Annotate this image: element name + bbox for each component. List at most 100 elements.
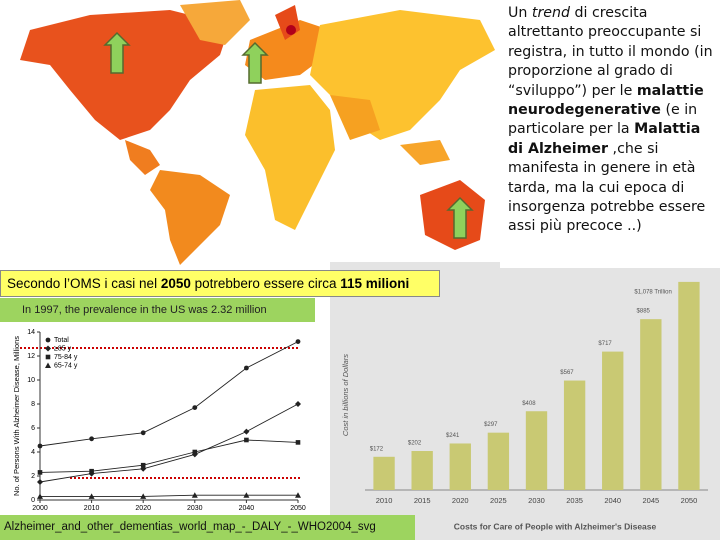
central-america [125,140,160,175]
indonesia [400,140,450,165]
y-tick-label: 12 [27,353,35,360]
point [244,437,249,443]
bar [640,319,662,490]
point [140,430,146,436]
australia [420,180,485,250]
bar [525,411,548,490]
text-segment: 115 milioni [340,276,410,291]
world-map [0,0,500,270]
y-tick-label: 4 [31,449,35,456]
x-tick-label: 2035 [566,496,583,505]
x-tick-label: 2015 [414,496,431,505]
point [89,436,94,442]
point [192,405,198,410]
series-line [39,439,299,473]
x-tick-label: 2030 [187,505,203,512]
europe [245,20,330,80]
series-line [39,341,299,447]
legend-marker [45,337,51,343]
x-tick-label: 2040 [604,496,621,505]
legend-label: ≥85 y [54,345,72,352]
point [191,492,198,498]
y-tick-label: 6 [31,425,35,432]
x-tick-label: 2020 [452,496,469,505]
us-banner: In 1997, the prevalence in the US was 2.… [0,298,315,322]
y-tick-label: 8 [31,401,35,408]
y-tick-label: 10 [27,377,35,384]
point [243,492,250,498]
x-tick-label: 2025 [490,496,507,505]
point [89,468,94,474]
bar [487,432,510,490]
text-segment: ,che si manifesta in genere in età tarda… [508,140,706,235]
point [37,493,43,499]
point [243,428,250,435]
x-tick-label: 2045 [642,496,659,505]
y-axis-label: Cost in billions of Dollars [341,354,350,436]
north-america [20,10,230,140]
text-segment: trend [531,5,571,21]
value-label: $885 [637,309,651,315]
india [330,95,380,140]
legend-marker [45,354,51,360]
arrow [241,41,269,84]
value-label: $297 [484,422,498,428]
bar [449,443,471,490]
x-tick-label: 2010 [84,505,100,512]
legend-label: Total [54,337,69,344]
text-segment: potrebbero essere circa [190,276,341,291]
y-tick-label: 0 [31,497,35,504]
chart-title: Costs for Care of People with Alzheimer'… [454,521,657,531]
series-line [40,494,298,497]
value-label: $172 [370,446,384,452]
y-tick-label: 2 [31,473,35,480]
y-tick-label: 14 [27,329,35,336]
greenland [180,0,250,45]
value-label: $408 [522,401,536,407]
y-axis-label: No. of Persons With Alzheimer Disease, M… [12,336,21,496]
point [295,492,301,498]
x-tick-label: 2050 [290,505,306,512]
x-tick-label: 2040 [239,505,255,512]
text-box: Un trend di crescita altrettanto preoccu… [500,0,720,268]
text-segment: (e in particolare per la [508,102,698,138]
x-tick-label: 2030 [528,496,545,505]
point [295,440,301,445]
text-segment: Secondo l’OMS i casi nel [7,276,161,291]
point [37,470,43,475]
bar [373,456,395,490]
point [192,449,198,455]
legend-label: 65-74 y [54,362,78,369]
legend-marker [45,362,51,368]
value-label: $567 [560,370,574,376]
south-america [150,170,230,265]
point [244,365,249,371]
bar [563,380,586,490]
who-banner: Secondo l’OMS i casi nel 2050 potrebbero… [0,270,440,297]
legend-marker [45,345,51,352]
map-caption: Alzheimer_and_other_dementias_world_map_… [0,515,415,540]
legend-label: 75-84 y [54,354,78,361]
bar [678,281,700,490]
arrow [446,196,474,239]
point [295,401,301,407]
x-tick-label: 2010 [376,496,393,505]
value-label: $202 [408,441,422,447]
map-highlight [286,25,296,35]
x-tick-label: 2050 [681,496,698,505]
text-segment: Malattia di Alzheimer [508,121,701,157]
point [295,339,301,344]
bar [411,451,433,490]
text-segment: di crescita altrettanto preoccupante si … [508,5,713,99]
point [88,493,95,499]
africa [245,85,335,230]
text-segment: 2050 [160,276,191,291]
point [37,479,43,485]
series-line [39,403,299,483]
text-segment: malattie neurodegenerative [508,82,704,119]
bar [602,351,624,490]
value-label: $241 [446,433,460,439]
point [37,443,43,449]
